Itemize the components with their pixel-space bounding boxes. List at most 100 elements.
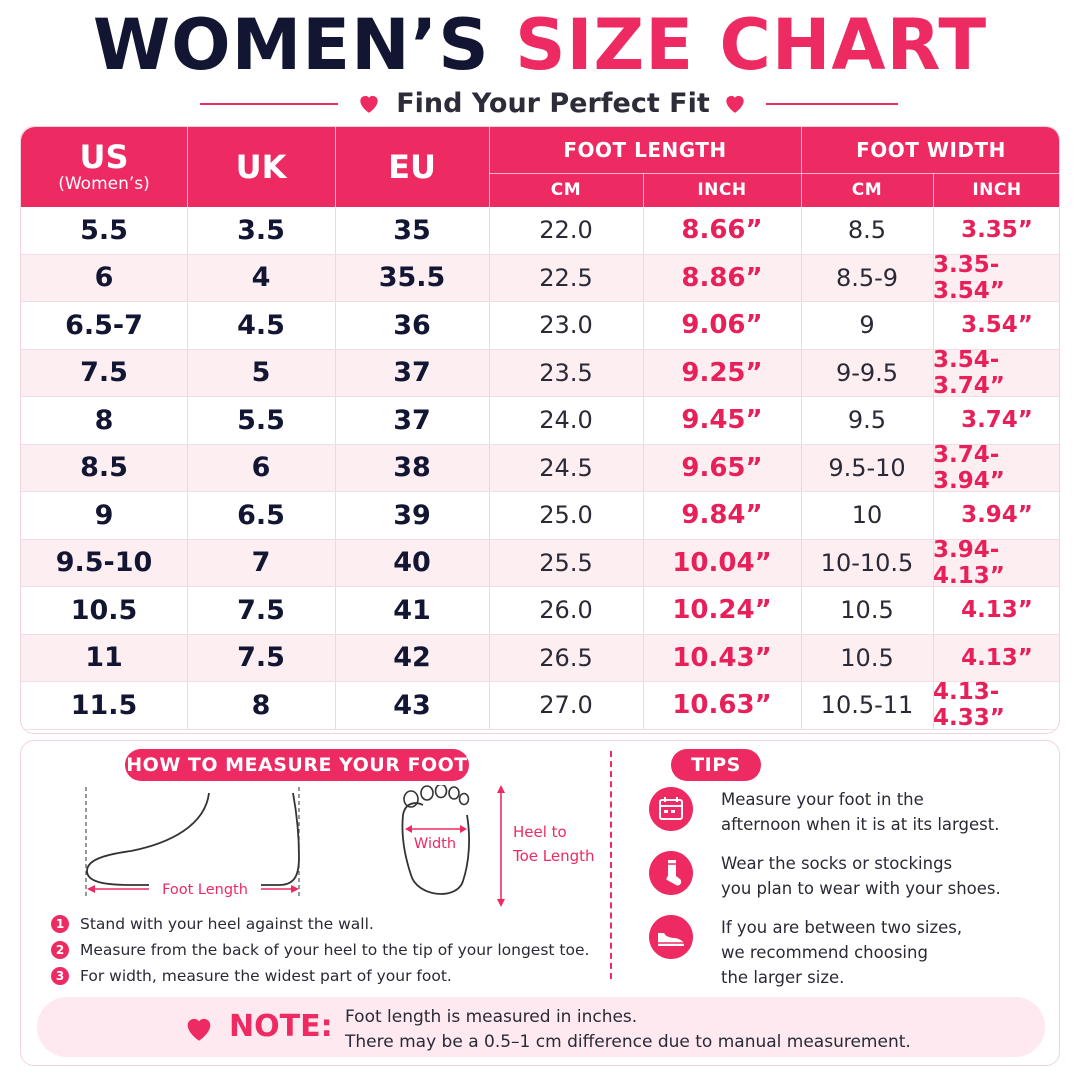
sock-icon: [649, 851, 693, 895]
column-divider: [643, 587, 644, 634]
cell-uk: 8: [251, 689, 271, 721]
cell-eu: 35.5: [378, 262, 446, 294]
table-row: 9.5-10 7 40 25.5 10.04” 10-10.5 3.94-4.13”: [21, 537, 1059, 589]
cell-wid-cm: 10: [851, 501, 883, 530]
column-divider: [335, 444, 336, 491]
cell-uk: 4.5: [237, 309, 285, 341]
cell-uk: 7: [251, 547, 271, 579]
table-header: US (Women’s) UK EU FOOT LENGTH FOOT WIDT…: [21, 127, 1059, 207]
table-row: 11.5 8 43 27.0 10.63” 10.5-11 4.13-4.33”: [21, 679, 1059, 731]
cell-us: 8.5: [80, 452, 128, 484]
header-divider: [801, 127, 802, 207]
column-divider: [643, 397, 644, 444]
column-divider: [335, 492, 336, 539]
header-foot-width: FOOT WIDTH: [856, 138, 1006, 162]
calendar-icon: [649, 787, 693, 831]
note-text: Foot length is measured in inches. There…: [345, 1005, 911, 1055]
list-item: 2 Measure from the back of your heel to …: [51, 937, 611, 963]
cell-wid-in: 3.74-3.94”: [933, 441, 1005, 494]
cell-len-in: 10.43”: [672, 642, 772, 673]
cell-wid-cm: 8.5: [847, 216, 887, 245]
cell-uk: 6: [251, 452, 271, 484]
column-divider: [643, 349, 644, 396]
column-divider: [933, 587, 934, 634]
column-divider: [933, 634, 934, 681]
cell-len-in: 10.04”: [672, 547, 772, 578]
cell-wid-in: 3.35-3.54”: [933, 251, 1005, 304]
table-row: 7.5 5 37 23.5 9.25” 9-9.5 3.54-3.74”: [21, 346, 1059, 399]
subtitle: Find Your Perfect Fit: [396, 88, 710, 119]
header-divider: [489, 173, 1059, 174]
header-length-cm: CM: [550, 180, 582, 200]
column-divider: [933, 682, 934, 729]
column-divider: [933, 254, 934, 301]
header-width-inch: INCH: [972, 180, 1022, 200]
header-length-inch: INCH: [697, 180, 747, 200]
cell-wid-cm: 10.5: [840, 643, 894, 672]
panel-divider: [610, 751, 612, 979]
cell-wid-cm: 10.5: [840, 596, 894, 625]
cell-wid-in: 3.54-3.74”: [933, 346, 1005, 399]
table-row: 6.5-7 4.5 36 23.0 9.06” 9 3.54”: [21, 302, 1059, 350]
cell-uk: 3.5: [237, 214, 285, 246]
cell-us: 8: [94, 404, 114, 436]
cell-eu: 37: [393, 357, 431, 389]
column-divider: [933, 207, 934, 254]
cell-wid-in: 3.94”: [961, 502, 1033, 529]
header-divider: [489, 127, 490, 207]
cell-wid-in: 3.74”: [961, 407, 1033, 434]
cell-wid-in: 4.13”: [961, 597, 1033, 624]
cell-uk: 7.5: [237, 642, 285, 674]
shoe-icon: [649, 915, 693, 959]
column-divider: [489, 254, 490, 301]
cell-len-cm: 24.0: [539, 406, 593, 435]
page-title: WOMEN’S SIZE CHART: [0, 4, 1080, 86]
foot-length-label: Foot Length: [162, 882, 248, 898]
title-part-1: WOMEN’S: [92, 4, 490, 86]
step-number: 1: [51, 915, 69, 933]
tips-heading: TIPS: [671, 749, 761, 781]
cell-eu: 43: [393, 689, 431, 721]
cell-len-in: 8.86”: [681, 262, 763, 293]
cell-wid-cm: 9: [859, 311, 875, 340]
cell-len-cm: 23.0: [539, 311, 593, 340]
cell-eu: 41: [393, 594, 431, 626]
table-row: 8 5.5 37 24.0 9.45” 9.5 3.74”: [21, 397, 1059, 445]
column-divider: [801, 682, 802, 729]
column-divider: [187, 207, 188, 254]
heel-to-toe-label-1: Heel to: [513, 823, 567, 841]
header-divider: [643, 173, 644, 207]
list-item: 1 Stand with your heel against the wall.: [51, 911, 611, 937]
column-divider: [801, 492, 802, 539]
column-divider: [187, 302, 188, 349]
column-divider: [801, 349, 802, 396]
cell-us: 5.5: [80, 214, 128, 246]
column-divider: [801, 254, 802, 301]
measure-diagram: Foot Length Width Heel to Toe Length: [71, 783, 601, 911]
column-divider: [335, 682, 336, 729]
column-divider: [335, 349, 336, 396]
note-label: NOTE:: [229, 1009, 333, 1044]
table-row: 9 6.5 39 25.0 9.84” 10 3.94”: [21, 492, 1059, 540]
column-divider: [335, 634, 336, 681]
cell-len-cm: 25.5: [539, 548, 593, 577]
column-divider: [489, 349, 490, 396]
title-part-2: SIZE CHART: [515, 4, 988, 86]
column-divider: [933, 302, 934, 349]
step-number: 3: [51, 967, 69, 985]
step-text: Measure from the back of your heel to th…: [80, 941, 590, 959]
header-uk: UK: [235, 148, 287, 186]
column-divider: [933, 539, 934, 586]
column-divider: [489, 492, 490, 539]
column-divider: [643, 682, 644, 729]
column-divider: [187, 444, 188, 491]
cell-us: 11.5: [70, 689, 138, 721]
column-divider: [187, 349, 188, 396]
cell-len-in: 9.65”: [681, 452, 763, 483]
cell-len-cm: 25.0: [539, 501, 593, 530]
cell-len-in: 10.63”: [672, 690, 772, 721]
cell-wid-cm: 10-10.5: [820, 548, 914, 577]
subtitle-row: Find Your Perfect Fit: [0, 86, 1080, 122]
table-row: 6 4 35.5 22.5 8.86” 8.5-9 3.35-3.54”: [21, 251, 1059, 304]
cell-uk: 5: [251, 357, 271, 389]
